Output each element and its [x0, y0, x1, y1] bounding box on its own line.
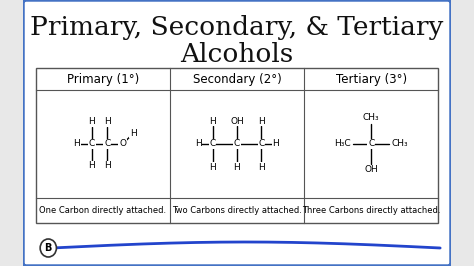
Text: B: B [45, 243, 52, 253]
Text: C: C [210, 139, 216, 148]
Text: H: H [234, 163, 240, 172]
Text: H: H [258, 117, 265, 126]
Bar [36, 68, 438, 223]
Text: H: H [73, 139, 80, 148]
Text: Primary (1°): Primary (1°) [67, 73, 139, 85]
Text: H: H [89, 161, 95, 171]
Text: H: H [104, 118, 110, 127]
Circle shape [40, 239, 56, 257]
Text: One Carbon directly attached.: One Carbon directly attached. [39, 206, 166, 215]
Text: Tertiary (3°): Tertiary (3°) [336, 73, 407, 85]
FancyBboxPatch shape [23, 0, 451, 266]
Text: H: H [104, 161, 110, 171]
Text: H: H [130, 128, 137, 138]
Text: Primary, Secondary, & Tertiary: Primary, Secondary, & Tertiary [30, 15, 444, 40]
Text: O: O [119, 139, 126, 148]
Text: Secondary (2°): Secondary (2°) [192, 73, 282, 85]
Text: Alcohols: Alcohols [181, 43, 293, 68]
Text: H: H [209, 117, 216, 126]
Text: H: H [273, 139, 279, 148]
Text: CH₃: CH₃ [392, 139, 409, 148]
Text: OH: OH [230, 117, 244, 126]
Text: C: C [258, 139, 264, 148]
Text: H: H [195, 139, 201, 148]
Text: H: H [258, 163, 265, 172]
Text: C: C [89, 139, 95, 148]
Text: OH: OH [365, 165, 378, 174]
Text: C: C [104, 139, 110, 148]
Text: CH₃: CH₃ [363, 114, 380, 123]
Text: C: C [234, 139, 240, 148]
Text: Three Carbons directly attached.: Three Carbons directly attached. [302, 206, 440, 215]
Text: C: C [368, 139, 374, 148]
Text: Two Carbons directly attached.: Two Carbons directly attached. [172, 206, 302, 215]
Text: H: H [89, 118, 95, 127]
Text: H₃C: H₃C [334, 139, 351, 148]
Text: H: H [209, 163, 216, 172]
